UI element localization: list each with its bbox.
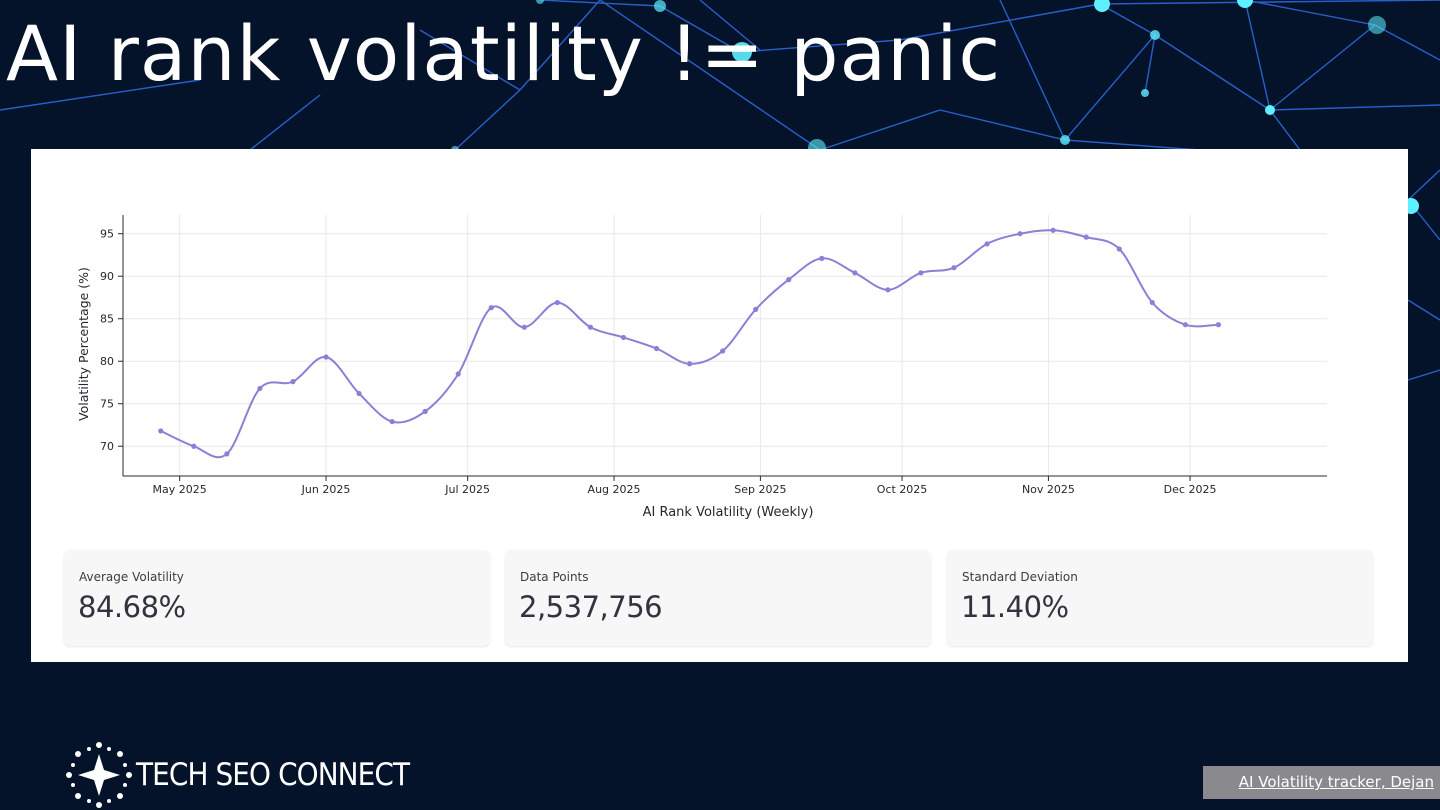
y-tick-label: 80 bbox=[100, 355, 114, 368]
metric-label: Standard Deviation bbox=[962, 570, 1078, 584]
data-point bbox=[356, 390, 362, 397]
data-point bbox=[224, 451, 230, 457]
data-point bbox=[984, 241, 990, 247]
chart-grid bbox=[123, 215, 1327, 476]
data-point bbox=[1083, 234, 1089, 240]
metric-label: Data Points bbox=[520, 570, 589, 584]
metric-value: 11.40% bbox=[961, 590, 1069, 624]
x-tick-label: Sep 2025 bbox=[734, 483, 786, 496]
chart-axes bbox=[122, 215, 1327, 477]
data-point bbox=[158, 428, 164, 434]
volatility-series-line bbox=[160, 229, 1219, 459]
data-point bbox=[686, 361, 693, 367]
data-point bbox=[653, 345, 660, 352]
data-point bbox=[257, 385, 263, 392]
data-point bbox=[918, 270, 924, 276]
metric-card-data-points: Data Points 2,537,756 bbox=[505, 550, 931, 646]
data-point bbox=[422, 408, 428, 414]
metric-value: 84.68% bbox=[78, 590, 186, 624]
data-point bbox=[720, 348, 726, 354]
slide-title: AI rank volatility != panic bbox=[6, 9, 1002, 98]
y-tick-label: 95 bbox=[100, 228, 114, 241]
data-point bbox=[290, 379, 296, 385]
y-axis-label: Volatility Percentage (%) bbox=[76, 267, 91, 421]
y-tick-label: 90 bbox=[100, 270, 114, 283]
x-tick-label: May 2025 bbox=[153, 483, 207, 496]
y-tick-label: 70 bbox=[100, 440, 114, 453]
data-point bbox=[1149, 299, 1155, 306]
volatility-line-chart: 70 75 80 85 90 95 May 2025 Jun 2025 Jul 2025 Aug … bbox=[76, 215, 1327, 520]
source-credit-link[interactable]: AI Volatility tracker, Dejan bbox=[1203, 766, 1440, 799]
data-point bbox=[455, 371, 461, 377]
metric-label: Average Volatility bbox=[79, 570, 184, 584]
logo-wordmark: TECH SEO CONNECT bbox=[136, 757, 410, 793]
sparkle-logo-icon bbox=[66, 742, 132, 808]
volatility-series-points bbox=[158, 227, 1222, 457]
data-point bbox=[1215, 322, 1222, 328]
data-point bbox=[323, 354, 329, 360]
tech-seo-connect-logo: TECH SEO CONNECT bbox=[64, 740, 444, 810]
y-tick-label: 85 bbox=[100, 313, 114, 326]
dashboard-panel: 70 75 80 85 90 95 May 2025 Jun 2025 Jul 2025 Aug … bbox=[31, 149, 1408, 662]
data-point bbox=[753, 306, 759, 312]
metric-card-standard-deviation: Standard Deviation 11.40% bbox=[947, 550, 1373, 646]
data-point bbox=[819, 255, 825, 261]
data-point bbox=[521, 324, 527, 330]
metric-card-average-volatility: Average Volatility 84.68% bbox=[64, 550, 490, 646]
y-tick-label: 75 bbox=[100, 398, 114, 411]
data-point bbox=[1017, 231, 1023, 237]
data-point bbox=[885, 287, 891, 293]
x-tick-label: Dec 2025 bbox=[1164, 483, 1217, 496]
data-point bbox=[1050, 227, 1056, 233]
x-tick-label: Jul 2025 bbox=[444, 483, 490, 496]
data-point bbox=[389, 418, 395, 425]
data-point bbox=[1116, 246, 1122, 252]
x-tick-label: Oct 2025 bbox=[877, 483, 928, 496]
data-point bbox=[587, 324, 594, 330]
data-point bbox=[786, 277, 792, 283]
x-tick-label: Nov 2025 bbox=[1022, 483, 1075, 496]
x-tick-label: Jun 2025 bbox=[301, 483, 351, 496]
data-point bbox=[620, 334, 627, 341]
data-point bbox=[554, 299, 560, 306]
data-point bbox=[1182, 322, 1188, 328]
metric-value: 2,537,756 bbox=[519, 590, 663, 624]
data-point bbox=[852, 270, 858, 276]
x-tick-label: Aug 2025 bbox=[588, 483, 641, 496]
data-point bbox=[488, 305, 494, 311]
data-point bbox=[191, 443, 197, 449]
data-point bbox=[951, 265, 957, 271]
x-axis-label: AI Rank Volatility (Weekly) bbox=[643, 505, 814, 520]
chart-ticks: 70 75 80 85 90 95 May 2025 Jun 2025 Jul 2025 Aug … bbox=[100, 228, 1216, 496]
